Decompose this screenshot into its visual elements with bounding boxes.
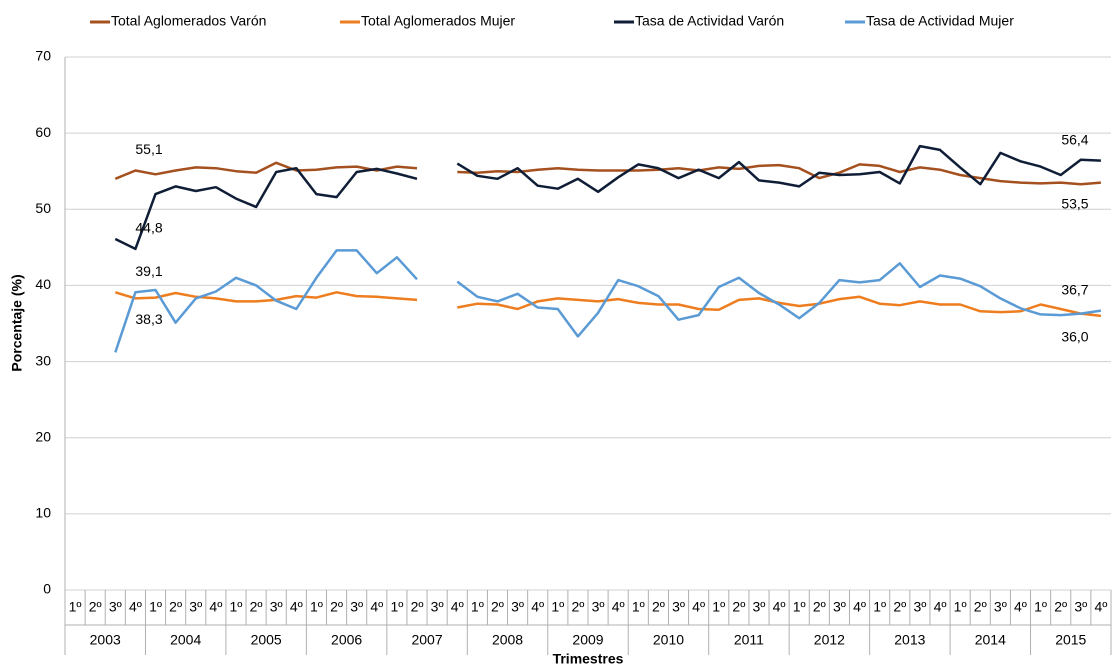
year-label: 2008 <box>492 632 523 648</box>
y-axis-label: Porcentaje (%) <box>9 274 25 371</box>
x-tick-label: 4º <box>773 599 786 615</box>
y-tick-label: 40 <box>35 276 51 292</box>
x-tick-label: 2º <box>813 599 826 615</box>
y-tick-label: 10 <box>35 505 51 521</box>
y-tick-label: 70 <box>35 48 51 64</box>
legend-label: Tasa de Actividad Varón <box>635 13 784 29</box>
x-tick-label: 2º <box>974 599 987 615</box>
x-tick-label: 1º <box>230 599 243 615</box>
data-label: 39,1 <box>135 263 162 279</box>
data-label: 36,7 <box>1061 281 1088 297</box>
y-tick-label: 20 <box>35 428 51 444</box>
year-label: 2005 <box>251 632 282 648</box>
x-tick-label: 1º <box>873 599 886 615</box>
year-label: 2009 <box>572 632 603 648</box>
data-label: 44,8 <box>135 220 162 236</box>
year-label: 2012 <box>814 632 845 648</box>
x-tick-label: 2º <box>571 599 584 615</box>
x-tick-label: 4º <box>853 599 866 615</box>
x-tick-label: 1º <box>551 599 564 615</box>
x-tick-label: 2º <box>732 599 745 615</box>
x-tick-label: 3º <box>1074 599 1087 615</box>
x-tick-label: 4º <box>934 599 947 615</box>
year-label: 2003 <box>90 632 121 648</box>
year-label: 2015 <box>1055 632 1086 648</box>
x-tick-label: 2º <box>89 599 102 615</box>
legend-label: Total Aglomerados Mujer <box>361 13 515 29</box>
legend-label: Tasa de Actividad Mujer <box>866 13 1014 29</box>
x-tick-label: 2º <box>169 599 182 615</box>
x-tick-label: 3º <box>431 599 444 615</box>
x-tick-label: 4º <box>451 599 464 615</box>
x-tick-label: 1º <box>632 599 645 615</box>
data-label: 36,0 <box>1061 329 1088 345</box>
series-line <box>114 249 1102 353</box>
x-tick-label: 4º <box>209 599 222 615</box>
x-tick-label: 3º <box>511 599 524 615</box>
year-label: 2010 <box>653 632 684 648</box>
year-label: 2013 <box>894 632 925 648</box>
data-label: 53,5 <box>1061 195 1088 211</box>
x-tick-label: 2º <box>250 599 263 615</box>
x-tick-label: 1º <box>712 599 725 615</box>
x-tick-label: 3º <box>109 599 122 615</box>
x-tick-label: 1º <box>69 599 82 615</box>
x-tick-label: 3º <box>350 599 363 615</box>
x-tick-label: 1º <box>390 599 403 615</box>
x-tick-label: 4º <box>290 599 303 615</box>
x-tick-label: 1º <box>310 599 323 615</box>
x-tick-label: 2º <box>411 599 424 615</box>
x-axis-label: Trimestres <box>553 651 624 667</box>
x-tick-label: 3º <box>592 599 605 615</box>
x-tick-label: 3º <box>913 599 926 615</box>
x-tick-label: 2º <box>1054 599 1067 615</box>
x-tick-label: 3º <box>833 599 846 615</box>
data-label: 38,3 <box>135 311 162 327</box>
x-tick-label: 1º <box>1034 599 1047 615</box>
x-tick-label: 2º <box>491 599 504 615</box>
x-tick-label: 3º <box>994 599 1007 615</box>
x-tick-label: 3º <box>189 599 202 615</box>
x-tick-label: 2º <box>893 599 906 615</box>
x-tick-label: 4º <box>1014 599 1027 615</box>
year-label: 2014 <box>975 632 1006 648</box>
series-line <box>114 291 1102 318</box>
x-tick-label: 4º <box>370 599 383 615</box>
x-tick-label: 2º <box>652 599 665 615</box>
x-tick-label: 1º <box>149 599 162 615</box>
year-label: 2006 <box>331 632 362 648</box>
x-tick-label: 3º <box>672 599 685 615</box>
x-tick-label: 4º <box>612 599 625 615</box>
y-tick-label: 50 <box>35 200 51 216</box>
x-tick-label: 3º <box>753 599 766 615</box>
y-tick-label: 30 <box>35 352 51 368</box>
x-tick-label: 4º <box>129 599 142 615</box>
series-line <box>114 161 1101 186</box>
data-label: 56,4 <box>1061 131 1088 147</box>
year-label: 2004 <box>170 632 201 648</box>
x-tick-label: 4º <box>692 599 705 615</box>
year-label: 2007 <box>411 632 442 648</box>
x-tick-label: 3º <box>270 599 283 615</box>
x-tick-label: 1º <box>793 599 806 615</box>
legend-label: Total Aglomerados Varón <box>111 13 266 29</box>
x-tick-label: 4º <box>531 599 544 615</box>
series-line <box>114 144 1101 251</box>
data-label: 55,1 <box>135 141 162 157</box>
x-tick-label: 1º <box>954 599 967 615</box>
x-tick-label: 4º <box>1094 599 1107 615</box>
y-tick-label: 0 <box>43 581 51 597</box>
x-tick-label: 1º <box>471 599 484 615</box>
year-label: 2011 <box>734 632 764 648</box>
x-tick-label: 2º <box>330 599 343 615</box>
y-tick-label: 60 <box>35 124 51 140</box>
